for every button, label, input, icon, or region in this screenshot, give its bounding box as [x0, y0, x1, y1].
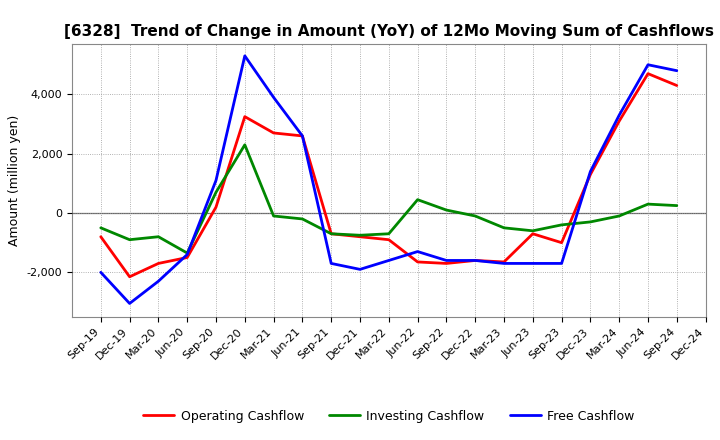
Free Cashflow — [384, 258, 393, 263]
Free Cashflow — [298, 133, 307, 139]
Investing Cashflow — [125, 237, 134, 242]
Investing Cashflow — [644, 202, 652, 207]
Operating Cashflow — [586, 172, 595, 177]
Operating Cashflow — [356, 234, 364, 239]
Operating Cashflow — [125, 274, 134, 279]
Investing Cashflow — [500, 225, 508, 231]
Investing Cashflow — [528, 228, 537, 234]
Investing Cashflow — [154, 234, 163, 239]
Investing Cashflow — [212, 190, 220, 195]
Investing Cashflow — [615, 213, 624, 219]
Free Cashflow — [96, 270, 105, 275]
Operating Cashflow — [413, 259, 422, 264]
Title: [6328]  Trend of Change in Amount (YoY) of 12Mo Moving Sum of Cashflows: [6328] Trend of Change in Amount (YoY) o… — [64, 24, 714, 39]
Free Cashflow — [327, 261, 336, 266]
Free Cashflow — [442, 258, 451, 263]
Operating Cashflow — [96, 234, 105, 239]
Free Cashflow — [557, 261, 566, 266]
Investing Cashflow — [557, 222, 566, 227]
Investing Cashflow — [183, 250, 192, 256]
Investing Cashflow — [96, 225, 105, 231]
Line: Investing Cashflow: Investing Cashflow — [101, 145, 677, 253]
Operating Cashflow — [442, 261, 451, 266]
Investing Cashflow — [442, 207, 451, 213]
Free Cashflow — [644, 62, 652, 67]
Free Cashflow — [125, 301, 134, 306]
Operating Cashflow — [384, 237, 393, 242]
Operating Cashflow — [672, 83, 681, 88]
Free Cashflow — [240, 53, 249, 59]
Operating Cashflow — [644, 71, 652, 76]
Free Cashflow — [212, 178, 220, 183]
Operating Cashflow — [557, 240, 566, 246]
Investing Cashflow — [356, 233, 364, 238]
Operating Cashflow — [471, 258, 480, 263]
Line: Operating Cashflow: Operating Cashflow — [101, 73, 677, 277]
Investing Cashflow — [327, 231, 336, 236]
Investing Cashflow — [672, 203, 681, 208]
Free Cashflow — [154, 279, 163, 284]
Operating Cashflow — [327, 231, 336, 236]
Operating Cashflow — [183, 255, 192, 260]
Free Cashflow — [500, 261, 508, 266]
Free Cashflow — [586, 169, 595, 174]
Operating Cashflow — [154, 261, 163, 266]
Operating Cashflow — [269, 130, 278, 136]
Investing Cashflow — [413, 197, 422, 202]
Operating Cashflow — [528, 231, 537, 236]
Free Cashflow — [615, 113, 624, 118]
Free Cashflow — [672, 68, 681, 73]
Investing Cashflow — [471, 213, 480, 219]
Investing Cashflow — [384, 231, 393, 236]
Legend: Operating Cashflow, Investing Cashflow, Free Cashflow: Operating Cashflow, Investing Cashflow, … — [138, 405, 639, 428]
Operating Cashflow — [298, 133, 307, 139]
Free Cashflow — [413, 249, 422, 254]
Free Cashflow — [471, 258, 480, 263]
Investing Cashflow — [586, 219, 595, 224]
Operating Cashflow — [212, 205, 220, 210]
Investing Cashflow — [298, 216, 307, 222]
Operating Cashflow — [500, 259, 508, 264]
Investing Cashflow — [240, 142, 249, 147]
Free Cashflow — [356, 267, 364, 272]
Line: Free Cashflow: Free Cashflow — [101, 56, 677, 304]
Free Cashflow — [183, 252, 192, 257]
Free Cashflow — [528, 261, 537, 266]
Investing Cashflow — [269, 213, 278, 219]
Y-axis label: Amount (million yen): Amount (million yen) — [8, 115, 21, 246]
Free Cashflow — [269, 95, 278, 100]
Operating Cashflow — [615, 118, 624, 124]
Operating Cashflow — [240, 114, 249, 119]
